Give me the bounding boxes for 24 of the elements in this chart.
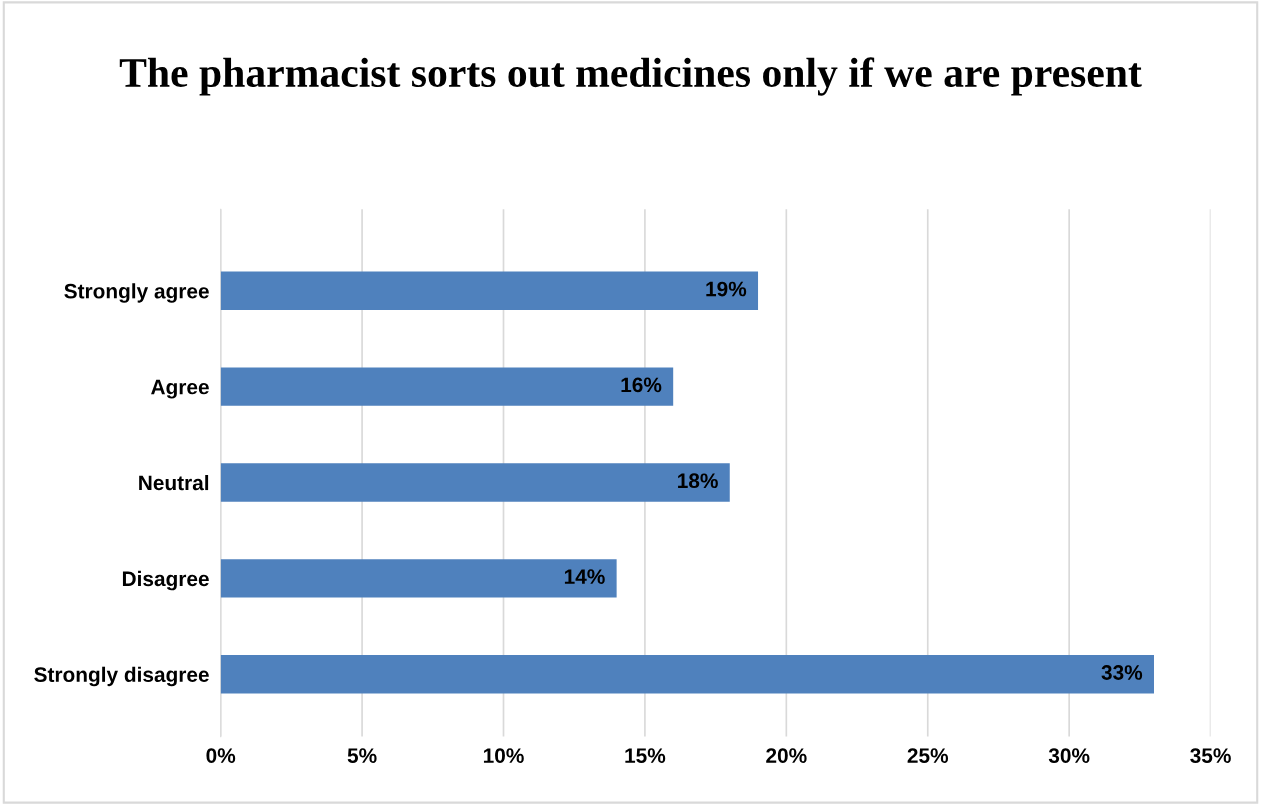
y-tick-label: Agree: [151, 379, 209, 399]
bar: [220, 463, 730, 502]
data-label: 18%: [678, 473, 718, 489]
x-tick-label: 5%: [347, 748, 377, 763]
x-tick-label: 25%: [907, 748, 949, 763]
x-tick-label: 10%: [483, 748, 524, 763]
x-tick-label: 35%: [1190, 748, 1231, 764]
data-label: 33%: [1101, 665, 1143, 680]
bar: [220, 271, 759, 310]
bar: [220, 559, 617, 598]
x-tick-label: 0%: [206, 748, 236, 763]
bar: [220, 655, 1154, 694]
y-tick-label: Disagree: [122, 570, 209, 591]
bar: [220, 367, 674, 406]
chart-title: The pharmacist sorts out medicines only if we are present: [119, 57, 1142, 96]
y-tick-label: Neutral: [139, 474, 209, 491]
data-label: 14%: [564, 569, 605, 584]
x-tick-label: 15%: [625, 748, 666, 763]
data-label: 16%: [621, 377, 662, 393]
x-tick-label: 20%: [766, 748, 807, 763]
y-tick-label: Strongly agree: [64, 283, 209, 303]
x-tick-label: 30%: [1048, 748, 1090, 764]
y-tick-label: Strongly disagree: [34, 666, 209, 687]
data-label: 19%: [706, 281, 747, 297]
